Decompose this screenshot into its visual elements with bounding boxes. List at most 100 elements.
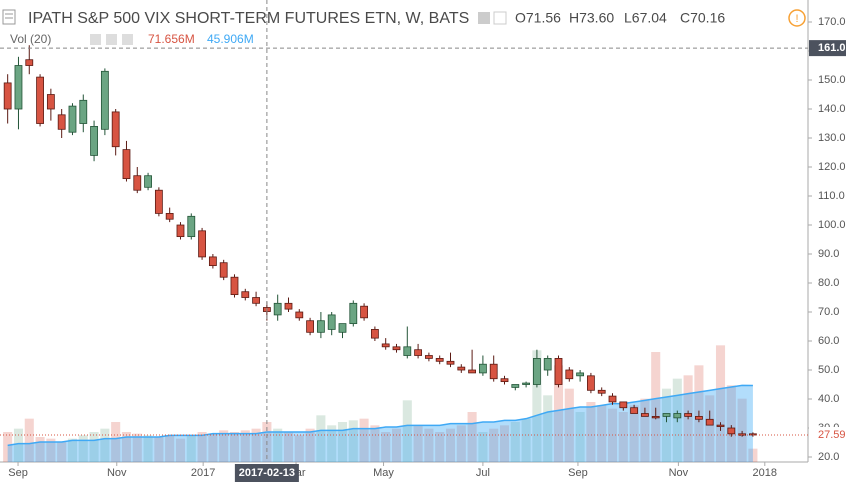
volume-bar	[46, 438, 56, 462]
volume-add-icon[interactable]	[106, 34, 117, 45]
y-tick-label: 120.0	[818, 161, 846, 173]
volume-bar	[89, 432, 99, 462]
candle-body	[36, 76, 44, 124]
volume-bar	[24, 418, 34, 462]
candle-body	[727, 427, 736, 435]
volume-bar	[132, 433, 142, 462]
candle-body	[46, 94, 55, 110]
volume-bar	[35, 437, 45, 462]
settings-icon[interactable]	[478, 12, 490, 24]
volume-bar	[413, 425, 423, 462]
candle-body	[25, 59, 34, 66]
candle-body	[111, 111, 120, 148]
candle-body	[705, 418, 714, 426]
candle-body	[241, 291, 250, 298]
volume-bar	[121, 432, 132, 462]
volume-bar	[348, 420, 358, 462]
volume-bar	[337, 422, 348, 462]
volume-bar	[391, 428, 402, 462]
volume-bar	[575, 412, 585, 462]
candle-body	[533, 358, 541, 385]
candle-body	[370, 329, 379, 339]
close-label: C70.16	[680, 10, 725, 26]
last-price-label: 27.59	[818, 429, 846, 441]
candle-body	[360, 305, 368, 319]
candle-body	[749, 433, 757, 436]
y-tick-label: 80.0	[818, 277, 839, 289]
volume-bar	[208, 433, 218, 462]
crosshair-y-box	[809, 40, 846, 57]
candle-body	[381, 343, 390, 348]
chart-title: IPATH S&P 500 VIX SHORT-TERM FUTURES ETN…	[28, 10, 469, 27]
volume-bar	[564, 388, 574, 462]
candle-body	[587, 375, 595, 391]
candle-body	[522, 382, 531, 385]
volume-bar	[67, 438, 78, 462]
volume-bar	[705, 395, 715, 462]
volume-bar	[100, 428, 110, 462]
volume-bar	[543, 395, 553, 462]
candle-body	[273, 302, 282, 316]
volume-bar	[402, 400, 412, 462]
candle-body	[316, 320, 325, 333]
volume-bar	[283, 432, 294, 462]
x-tick-label: 2018	[753, 467, 777, 479]
alert-icon[interactable]	[788, 9, 806, 27]
candle-body	[446, 360, 455, 365]
y-tick-label: 110.0	[818, 190, 845, 202]
volume-bar	[467, 412, 477, 462]
candle-body	[219, 262, 228, 278]
volume-bar	[618, 412, 628, 462]
candle-body	[165, 213, 174, 220]
candle-body	[565, 369, 574, 380]
candle-body	[468, 369, 476, 374]
volume-bar	[510, 422, 520, 462]
candle-body	[3, 82, 12, 110]
candle-body	[144, 175, 152, 188]
candle-body	[295, 311, 304, 319]
volume-bar	[586, 402, 596, 462]
candle-body	[500, 378, 509, 383]
volume-bar	[597, 405, 607, 462]
candle-body	[338, 323, 347, 333]
candle-body	[403, 346, 412, 356]
volume-bar	[456, 425, 466, 462]
volume-bar	[715, 345, 726, 462]
candle-body	[90, 126, 98, 156]
candle-body	[673, 413, 682, 419]
volume-bar	[629, 405, 639, 462]
candle-body	[608, 395, 617, 403]
alert-mark: !	[795, 13, 798, 25]
candle-body	[208, 256, 217, 267]
hide-icon[interactable]	[493, 11, 507, 25]
volume-bar	[651, 352, 661, 462]
volume-bar	[154, 437, 164, 462]
candle-body	[597, 389, 606, 394]
volume-bar	[294, 435, 304, 462]
y-tick-label: 130.0	[818, 132, 846, 144]
x-tick-label: Nov	[107, 467, 127, 479]
volume-close-icon[interactable]	[122, 34, 133, 45]
x-tick-label: Nov	[669, 467, 689, 479]
candle-body	[511, 384, 520, 388]
volume-settings-icon[interactable]	[90, 34, 101, 45]
candle-body	[68, 105, 77, 133]
volume-bar	[553, 365, 564, 462]
y-tick-label: 140.0	[818, 103, 846, 115]
volume-bar	[13, 428, 24, 462]
volume-bar	[478, 432, 488, 462]
volume-bar	[240, 430, 250, 462]
volume-bar	[143, 435, 153, 462]
collapse-icon[interactable]	[2, 9, 16, 25]
volume-bar	[661, 388, 672, 462]
volume-bar	[327, 425, 337, 462]
volume-bar	[640, 398, 650, 462]
volume-bar	[424, 428, 434, 462]
volume-bar	[489, 428, 499, 462]
volume-bar	[381, 432, 391, 462]
candle-body	[695, 416, 703, 420]
candle-body	[100, 70, 109, 130]
volume-bar	[78, 435, 88, 462]
volume-ma-area	[7, 385, 753, 462]
candle-body	[349, 302, 358, 325]
